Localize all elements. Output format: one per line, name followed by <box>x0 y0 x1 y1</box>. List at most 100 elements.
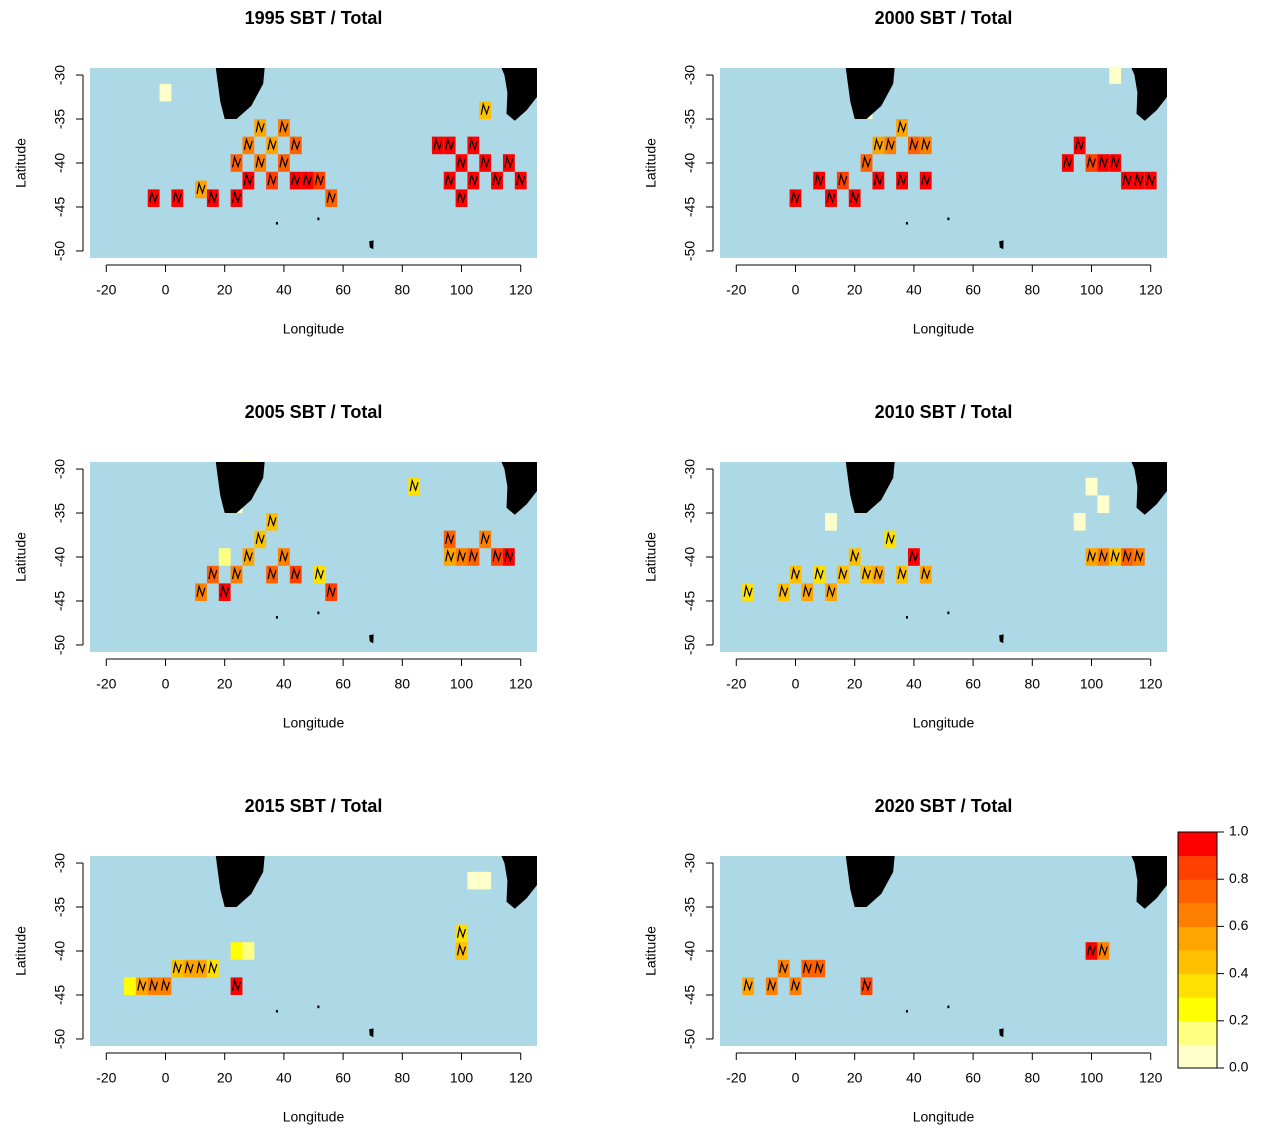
contour <box>480 102 490 116</box>
x-tick-label: 120 <box>1139 676 1163 692</box>
contour <box>255 154 265 169</box>
x-tick-label: 80 <box>395 1070 411 1086</box>
contour <box>885 137 895 151</box>
cell <box>159 83 172 102</box>
contour <box>149 978 159 992</box>
x-tick-label: 100 <box>1080 1070 1104 1086</box>
x-tick-label: 60 <box>335 1070 351 1086</box>
contour <box>456 548 467 563</box>
contour <box>850 548 860 563</box>
x-tick-label: -20 <box>96 1070 116 1086</box>
y-tick-label: -35 <box>52 109 68 129</box>
cell <box>1109 66 1122 84</box>
contour <box>1098 154 1108 169</box>
y-tick-label: -30 <box>682 65 698 85</box>
colorbar-band <box>1178 902 1217 927</box>
colorbar-band <box>1178 832 1217 857</box>
contour <box>790 566 801 580</box>
contour <box>409 478 419 493</box>
contour <box>196 960 206 974</box>
y-tick-label: -35 <box>682 897 698 917</box>
y-tick-label: -45 <box>682 197 698 217</box>
x-tick-label: 0 <box>162 676 170 692</box>
contour <box>160 978 171 992</box>
contour <box>885 531 895 545</box>
contour <box>480 154 490 169</box>
panel: 2000 SBT / Total -20 0 20 40 60 80 100 120 -30 -35… <box>643 8 1167 337</box>
contour <box>492 172 502 186</box>
y-tick-label: -50 <box>52 635 68 655</box>
land <box>845 68 895 120</box>
x-tick-label: 100 <box>450 282 474 298</box>
land <box>501 462 537 515</box>
x-tick-label: 120 <box>1139 282 1163 298</box>
cell <box>479 871 492 890</box>
cell <box>825 513 837 531</box>
contour <box>492 548 502 563</box>
land <box>1131 856 1167 909</box>
contour <box>208 960 218 974</box>
contour <box>790 978 801 992</box>
contour <box>184 960 194 974</box>
contour <box>743 978 753 992</box>
contour <box>445 137 455 151</box>
land <box>947 1005 950 1009</box>
colorbar-tick-label: 0.6 <box>1229 917 1249 933</box>
x-tick-label: 0 <box>162 282 170 298</box>
x-tick-label: 20 <box>847 282 863 298</box>
contour <box>480 531 490 545</box>
contour <box>314 566 324 580</box>
contour <box>255 531 265 545</box>
contour <box>231 154 242 169</box>
x-tick-label: 60 <box>335 282 351 298</box>
land <box>845 856 895 908</box>
panel: 2020 SBT / Total -20 0 20 40 60 80 100 120 -30 -35… <box>643 796 1167 1125</box>
y-tick-label: -40 <box>682 547 698 567</box>
x-tick-label: 120 <box>509 1070 533 1086</box>
contour <box>897 566 907 580</box>
land <box>369 634 374 644</box>
contour <box>243 137 253 151</box>
land <box>317 1005 320 1009</box>
land <box>215 68 265 120</box>
sea <box>90 68 537 258</box>
y-tick-label: -45 <box>52 591 68 611</box>
contour <box>208 190 218 204</box>
y-tick-label: -50 <box>52 1029 68 1049</box>
y-tick-label: -50 <box>682 1029 698 1049</box>
colorbar-tick-label: 0.8 <box>1229 870 1249 886</box>
x-tick-label: -20 <box>726 676 746 692</box>
panel-title: 2020 SBT / Total <box>875 796 1013 816</box>
x-tick-label: 120 <box>1139 1070 1163 1086</box>
x-tick-label: 20 <box>217 1070 233 1086</box>
contour <box>897 172 907 186</box>
contour <box>790 190 801 204</box>
colorbar-band <box>1178 997 1217 1022</box>
contour <box>779 584 789 598</box>
y-axis-label: Latitude <box>13 926 29 976</box>
y-tick-label: -40 <box>52 547 68 567</box>
x-axis-label: Longitude <box>283 321 345 337</box>
y-tick-label: -50 <box>682 635 698 655</box>
contour <box>456 942 467 957</box>
contour <box>826 190 836 204</box>
colorbar-tick-label: 0.2 <box>1229 1012 1249 1028</box>
land <box>905 1009 908 1013</box>
y-tick-label: -30 <box>682 853 698 873</box>
x-tick-label: 40 <box>276 676 292 692</box>
y-axis-label: Latitude <box>643 138 659 188</box>
contour <box>779 960 789 974</box>
contour <box>1110 154 1120 169</box>
land <box>905 221 908 225</box>
contour <box>456 190 467 204</box>
colorbar: 0.0 0.2 0.4 0.6 0.8 1.0 <box>1177 823 1249 1075</box>
y-tick-label: -45 <box>682 591 698 611</box>
contour <box>1098 942 1108 957</box>
x-tick-label: 80 <box>1025 676 1041 692</box>
contour <box>814 566 824 580</box>
x-tick-label: 20 <box>217 676 233 692</box>
contour <box>267 513 277 528</box>
contour <box>838 566 848 580</box>
x-tick-label: 0 <box>162 1070 170 1086</box>
